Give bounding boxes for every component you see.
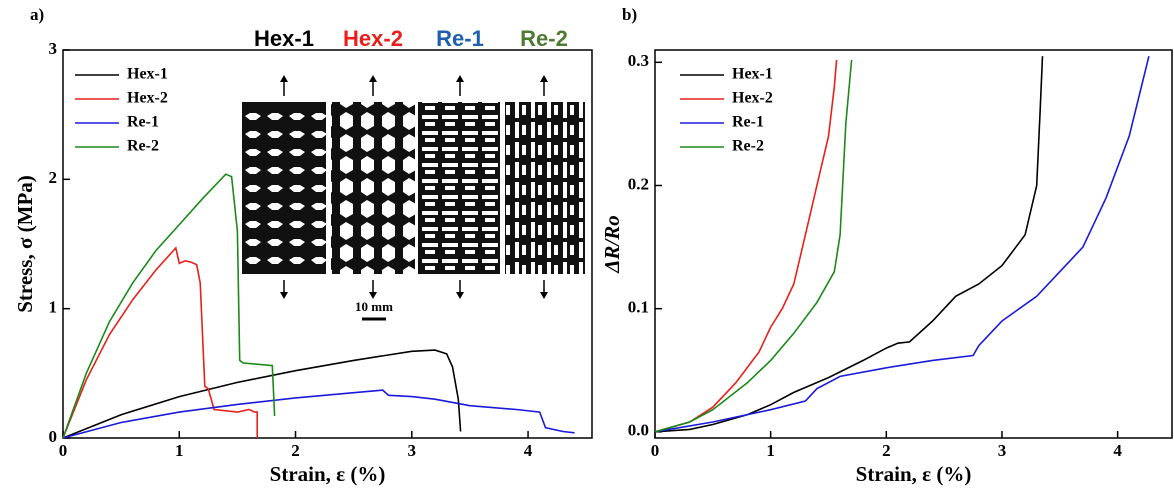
y-tick-label: 1 [49, 298, 58, 317]
data-line [654, 59, 838, 433]
plot-frame [62, 49, 593, 439]
y-tick-label: 0.1 [628, 298, 649, 317]
data-line [62, 349, 462, 439]
legend-label: Hex-2 [127, 90, 168, 107]
y-tick-label: 3 [49, 39, 58, 58]
x-tick-label: 2 [882, 441, 891, 460]
y-tick-label: 0.2 [628, 174, 649, 193]
scale-bar-label: 10 mm [355, 299, 393, 314]
y-tick-label: 2 [49, 168, 58, 187]
inset-label: Hex-2 [343, 26, 403, 51]
x-axis-title: Strain, ε (%) [856, 462, 972, 486]
y-tick-label: 0.3 [628, 51, 649, 70]
x-tick-label: 0 [651, 441, 660, 460]
data-line [62, 173, 276, 439]
data-line [654, 56, 1150, 433]
legend-label: Re-1 [127, 114, 159, 131]
x-tick-label: 4 [524, 441, 533, 460]
x-axis-title: Strain, ε (%) [270, 462, 386, 486]
x-tick-label: 3 [408, 441, 417, 460]
legend-label: Re-2 [732, 138, 764, 155]
panel-label: a) [30, 5, 44, 24]
x-tick-label: 3 [998, 441, 1007, 460]
y-tick-label: 0 [49, 427, 58, 446]
inset-photo [242, 75, 585, 321]
plot-frame [654, 49, 1173, 439]
data-line [62, 389, 575, 439]
legend-label: Hex-1 [732, 66, 773, 83]
inset-label: Hex-1 [254, 26, 314, 51]
x-tick-label: 1 [766, 441, 775, 460]
inset-label: Re-1 [436, 26, 484, 51]
panel-label: b) [622, 5, 637, 24]
legend-label: Hex-2 [732, 90, 773, 107]
legend-label: Re-2 [127, 138, 159, 155]
y-axis-title: ΔR/Ro [600, 215, 624, 274]
y-tick-label: 0.0 [628, 421, 649, 440]
x-tick-label: 4 [1113, 441, 1122, 460]
x-tick-label: 0 [59, 441, 68, 460]
y-axis-title: Stress, σ (MPa) [13, 175, 37, 313]
inset-label: Re-2 [520, 26, 568, 51]
x-tick-label: 2 [291, 441, 300, 460]
legend-label: Hex-1 [127, 66, 168, 83]
data-line [62, 246, 258, 439]
data-line [654, 59, 853, 433]
legend-label: Re-1 [732, 114, 764, 131]
x-tick-label: 1 [175, 441, 184, 460]
